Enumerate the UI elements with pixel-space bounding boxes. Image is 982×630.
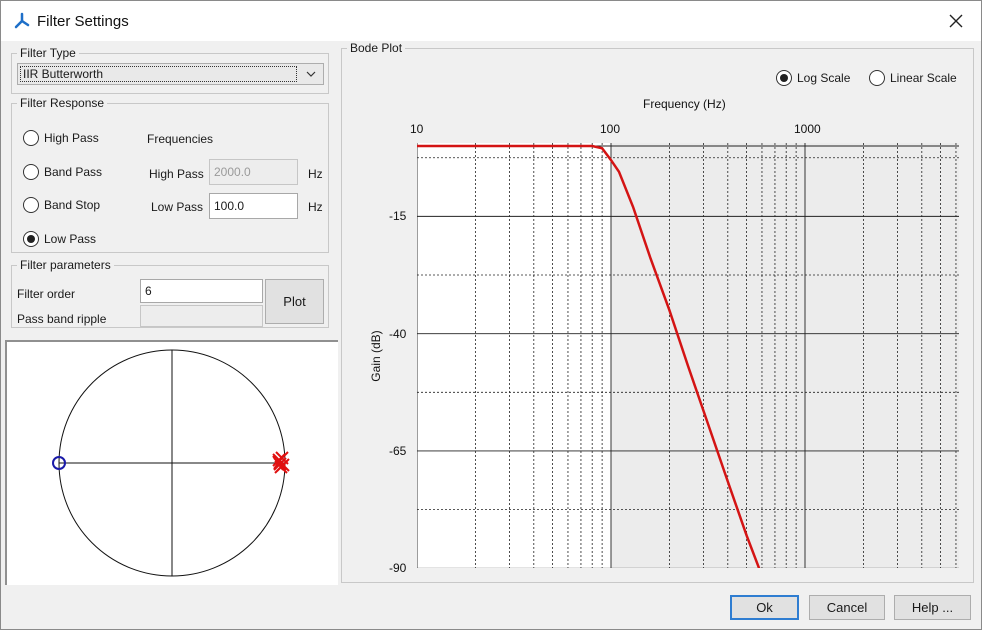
zero-marker bbox=[52, 456, 66, 470]
radio-label: Linear Scale bbox=[890, 71, 957, 85]
y-tick-label: -15 bbox=[389, 209, 407, 223]
high-pass-unit: Hz bbox=[308, 167, 323, 181]
bode-chart bbox=[417, 143, 959, 568]
help-button[interactable]: Help ... bbox=[894, 595, 971, 620]
y-tick-label: -65 bbox=[389, 444, 407, 458]
pole-zero-svg bbox=[52, 349, 290, 577]
y-tick-label: -40 bbox=[389, 327, 407, 341]
window-title: Filter Settings bbox=[37, 13, 129, 30]
ok-button[interactable]: Ok bbox=[730, 595, 799, 620]
close-icon bbox=[949, 14, 963, 28]
x-tick-label: 100 bbox=[600, 122, 621, 136]
radio-circle-selected bbox=[23, 231, 39, 247]
radio-circle bbox=[23, 164, 39, 180]
x-axis-title: Frequency (Hz) bbox=[643, 97, 726, 111]
radio-circle bbox=[23, 130, 39, 146]
radio-log-scale[interactable]: Log Scale bbox=[776, 70, 850, 86]
radio-linear-scale[interactable]: Linear Scale bbox=[869, 70, 957, 86]
filter-response-legend: Filter Response bbox=[20, 96, 105, 110]
radio-label: Band Pass bbox=[44, 165, 103, 179]
filter-parameters-group: Filter parameters Filter order 6 Pass ba… bbox=[11, 258, 329, 328]
filter-order-input[interactable]: 6 bbox=[140, 279, 263, 303]
radio-label: Low Pass bbox=[44, 232, 97, 246]
low-pass-input[interactable]: 100.0 bbox=[209, 193, 298, 219]
radio-circle-selected bbox=[776, 70, 792, 86]
filter-response-group: Filter Response High Pass Band Pass Band… bbox=[11, 96, 329, 253]
gain-curve bbox=[417, 144, 761, 568]
x-tick-label: 10 bbox=[410, 122, 424, 136]
filter-type-group: Filter Type IIR Butterworth bbox=[11, 46, 329, 94]
y-axis-title: Gain (dB) bbox=[369, 330, 383, 382]
bode-plot-group: Bode Plot bbox=[341, 41, 974, 583]
plot-button[interactable]: Plot bbox=[265, 279, 324, 324]
x-tick-label: 1000 bbox=[794, 122, 821, 136]
radio-low-pass[interactable]: Low Pass bbox=[23, 231, 96, 247]
high-pass-input[interactable]: 2000.0 bbox=[209, 159, 298, 185]
pass-band-ripple-input[interactable] bbox=[140, 305, 263, 327]
frequencies-title: Frequencies bbox=[147, 132, 214, 146]
filter-parameters-legend: Filter parameters bbox=[20, 258, 111, 272]
radio-circle bbox=[869, 70, 885, 86]
pole-markers bbox=[272, 451, 290, 474]
pole-zero-plot bbox=[5, 340, 338, 585]
radio-band-stop[interactable]: Band Stop bbox=[23, 197, 100, 213]
low-pass-unit: Hz bbox=[308, 200, 323, 214]
radio-band-pass[interactable]: Band Pass bbox=[23, 164, 102, 180]
radio-high-pass[interactable]: High Pass bbox=[23, 130, 99, 146]
bode-plot-legend: Bode Plot bbox=[350, 41, 403, 55]
radio-circle bbox=[23, 197, 39, 213]
bode-plot-area bbox=[417, 143, 959, 568]
filter-type-value: IIR Butterworth bbox=[20, 66, 297, 82]
y-tick-label: -90 bbox=[389, 561, 407, 575]
radio-label: Log Scale bbox=[797, 71, 851, 85]
filter-order-label: Filter order bbox=[17, 287, 76, 301]
radio-label: High Pass bbox=[44, 131, 99, 145]
cancel-button[interactable]: Cancel bbox=[809, 595, 885, 620]
pass-band-ripple-label: Pass band ripple bbox=[17, 312, 107, 326]
app-icon bbox=[14, 12, 30, 29]
radio-label: Band Stop bbox=[44, 198, 101, 212]
chevron-down-icon bbox=[306, 71, 316, 77]
title-bar: Filter Settings bbox=[1, 1, 981, 41]
filter-type-select[interactable]: IIR Butterworth bbox=[17, 63, 324, 85]
pole-marker bbox=[276, 458, 290, 472]
filter-type-legend: Filter Type bbox=[20, 46, 76, 60]
high-pass-label: High Pass bbox=[149, 167, 204, 181]
low-pass-label: Low Pass bbox=[151, 200, 204, 214]
close-button[interactable] bbox=[941, 7, 971, 35]
